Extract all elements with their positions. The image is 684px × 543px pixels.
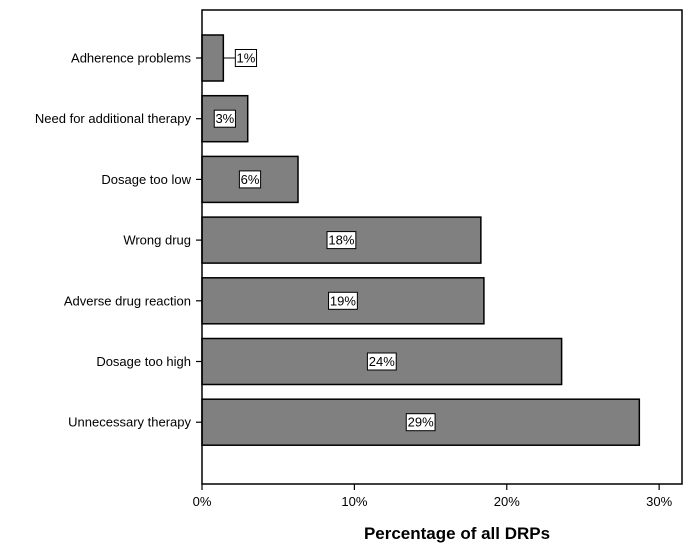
x-axis-ticks: 0% 10% 20% 30%	[193, 57, 673, 509]
data-label-box-0	[234, 49, 258, 67]
data-label-3: 18%	[328, 233, 354, 248]
data-label-0: 1%	[237, 51, 256, 66]
data-label-box-6	[405, 413, 436, 432]
data-label-box-5	[366, 352, 397, 371]
x-tick-label-3: 30%	[646, 494, 672, 509]
plot-frame	[201, 9, 683, 485]
data-label-2: 6%	[241, 172, 260, 187]
data-label-box-4	[328, 291, 358, 310]
category-labels: Adherence problems Need for additional th…	[35, 51, 192, 430]
bar-0	[201, 34, 225, 82]
data-label-6: 29%	[408, 415, 434, 430]
data-label-4: 19%	[330, 293, 356, 308]
category-label-0: Adherence problems	[71, 51, 191, 66]
bars-layer: 1% 3% 6% 18% 19% 24% 29%	[201, 34, 641, 446]
category-label-1: Need for additional therapy	[35, 111, 192, 126]
data-label-box-3	[326, 231, 357, 250]
category-label-5: Dosage too high	[96, 354, 191, 369]
category-label-4: Adverse drug reaction	[64, 293, 191, 308]
data-label-5: 24%	[369, 354, 395, 369]
data-label-box-2	[238, 170, 262, 189]
data-label-box-1	[213, 109, 236, 128]
x-axis-title: Percentage of all DRPs	[364, 524, 550, 543]
category-label-3: Wrong drug	[123, 233, 191, 248]
category-label-6: Unnecessary therapy	[68, 415, 191, 430]
data-label-1: 3%	[215, 111, 234, 126]
x-tick-label-0: 0%	[193, 494, 212, 509]
x-tick-label-1: 10%	[341, 494, 367, 509]
category-label-2: Dosage too low	[101, 172, 191, 187]
x-tick-label-2: 20%	[494, 494, 520, 509]
